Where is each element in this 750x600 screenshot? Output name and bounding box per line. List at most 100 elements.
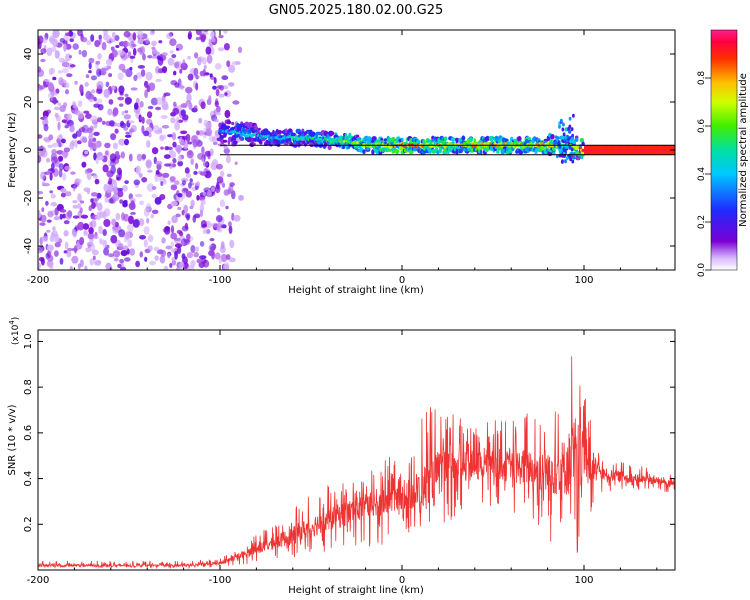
noise-cell: [213, 77, 217, 84]
snr-scale-exponent: 4: [8, 320, 16, 325]
noise-cell: [79, 259, 84, 268]
noise-cell: [46, 219, 52, 223]
noise-cell: [133, 179, 141, 186]
noise-cell: [209, 245, 216, 252]
noise-cell: [42, 110, 49, 119]
noise-cell: [131, 44, 137, 47]
noise-cell: [120, 122, 127, 129]
noise-cell: [216, 112, 222, 116]
noise-cell: [172, 158, 177, 164]
noise-cell: [40, 214, 47, 223]
ridge-cell: [342, 145, 346, 150]
ridge-cell: [564, 159, 567, 164]
noise-cell: [151, 209, 159, 214]
ridge-cell: [258, 127, 261, 131]
noise-cell: [170, 117, 176, 124]
noise-cell: [167, 220, 171, 225]
noise-cell: [171, 132, 177, 141]
noise-cell: [49, 172, 53, 181]
noise-cell: [84, 265, 88, 270]
noise-cell: [97, 53, 102, 60]
noise-cell: [121, 185, 128, 192]
noise-cell: [111, 31, 116, 39]
noise-cell: [134, 102, 139, 110]
noise-cell: [169, 176, 176, 182]
noise-cell: [98, 237, 103, 245]
noise-cell: [60, 192, 66, 198]
noise-cell: [149, 260, 157, 266]
noise-cell: [46, 157, 51, 163]
noise-cell: [48, 83, 55, 92]
ridge-cell: [560, 159, 564, 164]
noise-cell: [86, 168, 93, 174]
noise-cell: [86, 171, 92, 180]
noise-cell: [84, 81, 89, 87]
noise-cell: [158, 40, 163, 44]
noise-cell: [167, 252, 171, 259]
noise-cell: [180, 239, 185, 246]
noise-cell: [194, 246, 200, 252]
noise-cell: [151, 193, 157, 199]
noise-cell: [186, 214, 190, 221]
noise-cell: [197, 130, 204, 136]
ridge-cell: [572, 113, 575, 118]
noise-cell: [209, 148, 214, 156]
noise-cell: [207, 150, 211, 160]
noise-cell: [160, 146, 164, 150]
noise-cell: [223, 85, 229, 90]
ridge-cell: [568, 116, 572, 121]
noise-cell: [215, 215, 223, 223]
noise-cell: [169, 263, 173, 268]
noise-cell: [147, 55, 153, 59]
noise-cell: [170, 200, 178, 207]
noise-cell: [112, 110, 117, 117]
x-tick-label: -200: [27, 275, 50, 286]
noise-cell: [104, 197, 109, 203]
ridge-cell: [362, 149, 366, 154]
noise-cell: [108, 73, 113, 78]
noise-cell: [175, 144, 183, 153]
ridge-peak: [470, 142, 475, 146]
noise-cell: [147, 245, 153, 252]
noise-cell: [111, 85, 116, 91]
noise-cell: [105, 81, 110, 88]
noise-cell: [175, 47, 180, 51]
y-tick-label: -20: [23, 190, 34, 206]
noise-cell: [161, 237, 166, 244]
ridge-peak: [290, 135, 295, 139]
noise-cell: [69, 64, 76, 68]
noise-cell: [211, 250, 215, 260]
noise-cell: [212, 85, 217, 90]
ridge-cell: [563, 137, 568, 142]
noise-cell: [119, 199, 124, 204]
noise-cell: [206, 127, 213, 137]
noise-cell: [88, 227, 94, 234]
noise-cell: [164, 226, 171, 235]
noise-cell: [144, 89, 149, 99]
noise-cell: [175, 267, 180, 270]
noise-cell: [54, 106, 60, 111]
noise-cell: [124, 110, 129, 114]
noise-cell: [138, 218, 145, 227]
noise-cell: [102, 229, 107, 236]
noise-cell: [85, 247, 92, 253]
ridge-cell: [436, 150, 440, 155]
noise-cell: [93, 96, 97, 102]
noise-cell: [87, 232, 95, 240]
ridge-cell: [571, 133, 574, 138]
x-tick-label: -100: [209, 275, 232, 286]
noise-cell: [86, 188, 90, 195]
noise-cell: [114, 257, 119, 262]
noise-cell: [139, 101, 144, 108]
ridge-cell: [496, 150, 500, 154]
noise-cell: [128, 153, 133, 162]
noise-cell: [62, 173, 67, 181]
noise-cell: [63, 147, 71, 153]
noise-cell: [199, 241, 205, 247]
ridge-cell: [568, 145, 572, 150]
ridge-cell: [555, 136, 560, 140]
ridge-cell: [500, 148, 506, 155]
noise-cell: [214, 252, 221, 260]
noise-cell: [89, 258, 95, 266]
noise-cell: [187, 55, 192, 60]
